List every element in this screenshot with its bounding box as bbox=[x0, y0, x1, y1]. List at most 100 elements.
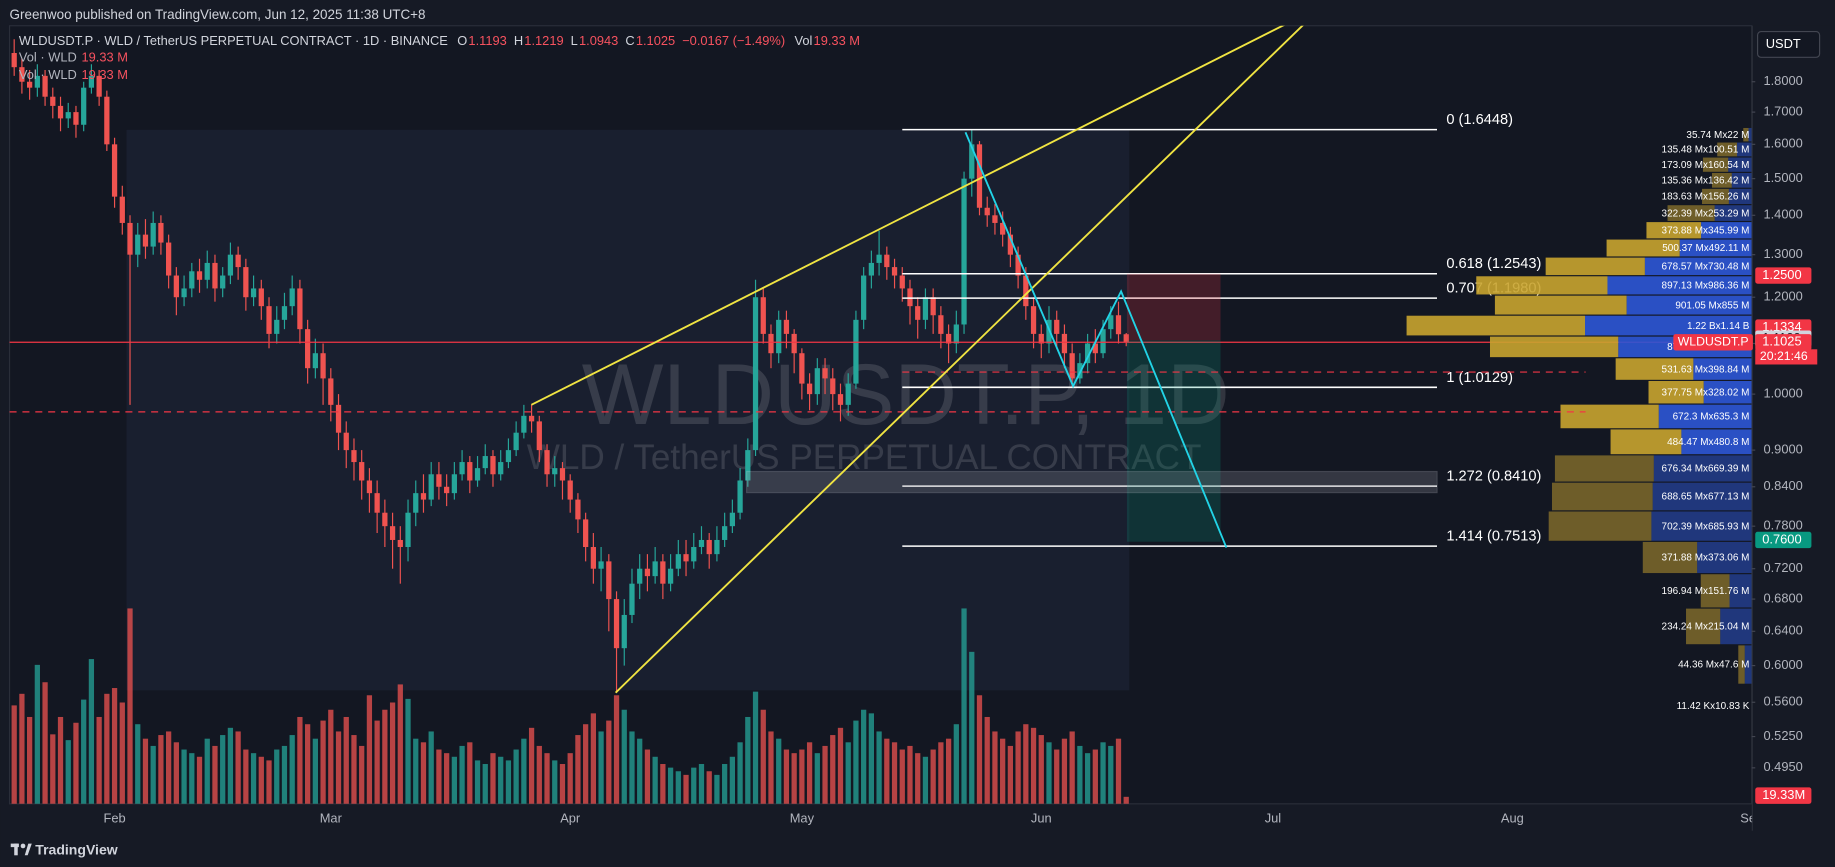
candle-body bbox=[235, 254, 241, 268]
candle-body bbox=[737, 480, 743, 513]
candle-body bbox=[853, 319, 859, 384]
volume-bar bbox=[50, 734, 56, 804]
volume-bar bbox=[613, 695, 620, 804]
candle-body bbox=[374, 493, 380, 513]
profile-label: 676.34 Mx669.39 M bbox=[1662, 464, 1750, 475]
volume-bar bbox=[945, 738, 952, 804]
volume-bar bbox=[930, 749, 936, 804]
volume-bar bbox=[274, 749, 280, 804]
volume-bar bbox=[899, 749, 905, 804]
y-tick-label: 0.6800 bbox=[1763, 590, 1802, 605]
candle-body bbox=[351, 450, 357, 463]
candle-body bbox=[745, 450, 751, 481]
profile-label: 371.88 Mx373.06 M bbox=[1662, 553, 1750, 564]
volume-bar bbox=[536, 745, 542, 804]
price-tag bbox=[1755, 334, 1812, 351]
volume-bar bbox=[436, 749, 442, 804]
volume-bar bbox=[459, 745, 465, 804]
profile-bar-a bbox=[1551, 482, 1653, 511]
volume-bar bbox=[799, 749, 805, 804]
volume-bar bbox=[312, 738, 318, 804]
y-tick-label: 0.7800 bbox=[1763, 518, 1802, 533]
candle-body bbox=[513, 432, 519, 451]
candle-body bbox=[706, 539, 712, 555]
volume-bar bbox=[691, 767, 697, 804]
candle-body bbox=[227, 254, 234, 276]
profile-bar-a bbox=[1615, 358, 1694, 380]
profile-bar-b bbox=[1626, 295, 1752, 315]
candle-body bbox=[436, 474, 442, 487]
volume-bar bbox=[768, 731, 774, 804]
candle-body bbox=[915, 306, 921, 320]
volume-bar bbox=[552, 760, 558, 804]
watermark-symbol: WLDUSDT.P, 1D bbox=[582, 347, 1230, 443]
volume-bar bbox=[984, 716, 990, 804]
volume-bar bbox=[544, 753, 550, 804]
profile-bar-b bbox=[1652, 482, 1752, 511]
symbol-tag bbox=[1673, 334, 1753, 351]
trendline bbox=[614, 25, 1304, 694]
profile-bar-b bbox=[1728, 188, 1752, 205]
candle-body bbox=[992, 215, 998, 223]
candle-body bbox=[1007, 234, 1014, 255]
profile-label: 135.36 Mx136.42 M bbox=[1662, 176, 1750, 187]
volume-legend-label: Vol · WLD bbox=[19, 50, 77, 65]
volume-bar bbox=[644, 749, 651, 804]
volume-bar bbox=[397, 684, 403, 804]
candle-body bbox=[722, 526, 728, 540]
volume-bar bbox=[266, 760, 272, 804]
x-tick-label: Feb bbox=[103, 810, 125, 825]
profile-bar-b bbox=[1701, 222, 1752, 239]
profile-bar-b bbox=[1729, 574, 1752, 608]
volume-bar bbox=[1015, 731, 1021, 804]
volume-bar bbox=[389, 702, 396, 804]
candle-body bbox=[505, 450, 512, 463]
profile-bar-a bbox=[1686, 608, 1721, 645]
volume-bar bbox=[1023, 724, 1029, 804]
candle-body bbox=[1100, 329, 1106, 354]
x-tick-label: Jul bbox=[1265, 810, 1281, 825]
candle-body bbox=[830, 378, 836, 395]
price-tag-label: 1.1025 bbox=[1762, 334, 1801, 349]
candle-body bbox=[96, 75, 102, 97]
volume-bar bbox=[467, 742, 473, 804]
volume-bar bbox=[583, 724, 589, 804]
candle-body bbox=[482, 456, 488, 469]
fib-level-label: 0 (1.6448) bbox=[1446, 112, 1513, 128]
volume-bar bbox=[498, 756, 504, 804]
legend-item: WLDUSDT.P · WLD / TetherUS PERPETUAL CON… bbox=[19, 34, 448, 49]
volume-bar bbox=[343, 716, 349, 804]
candle-body bbox=[135, 234, 141, 255]
volume-bar bbox=[11, 705, 17, 804]
y-tick-label: 1.7000 bbox=[1763, 104, 1802, 119]
volume-bar bbox=[884, 738, 890, 804]
y-tick-label: 1.2000 bbox=[1763, 289, 1802, 304]
candle-body bbox=[196, 271, 203, 280]
volume-bar bbox=[698, 764, 705, 804]
volume-bar bbox=[667, 767, 674, 804]
volume-bar bbox=[722, 764, 728, 804]
volume-bar bbox=[328, 709, 334, 804]
currency-button[interactable] bbox=[1757, 31, 1821, 58]
volume-bar bbox=[111, 688, 118, 804]
fib-level-label: 1 (1.0129) bbox=[1446, 370, 1513, 386]
legend-item: Vol bbox=[795, 34, 813, 49]
profile-bar-a bbox=[1548, 511, 1652, 541]
legend-item: L bbox=[571, 34, 578, 49]
profile-label: 322.39 Mx253.29 M bbox=[1662, 208, 1750, 219]
profile-bar-a bbox=[1610, 429, 1682, 455]
drawings bbox=[9, 25, 1586, 694]
legend-item: C bbox=[625, 34, 634, 49]
volume-bar bbox=[181, 749, 187, 804]
profile-bar-b bbox=[1644, 257, 1752, 276]
volume-bar bbox=[104, 693, 110, 804]
volume-bar bbox=[683, 774, 689, 804]
volume-bar bbox=[528, 727, 535, 804]
volume-bar bbox=[606, 720, 612, 804]
volume-bar bbox=[814, 753, 820, 804]
profile-bar-b bbox=[1748, 127, 1752, 142]
profile-bar-b bbox=[1703, 380, 1752, 404]
candle-body bbox=[660, 561, 666, 584]
volume-bar bbox=[590, 713, 596, 804]
volume-tag-label: 19.33M bbox=[1762, 787, 1805, 802]
